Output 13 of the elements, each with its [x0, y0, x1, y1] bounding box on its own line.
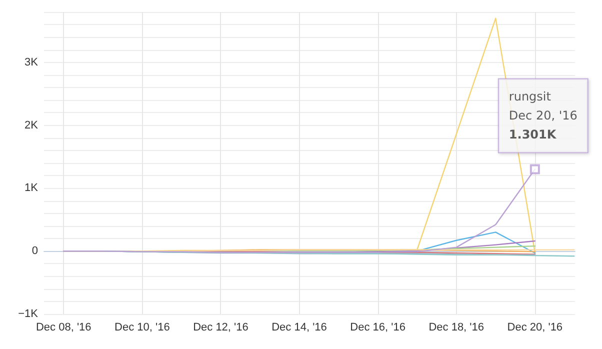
y-tick-label: 2K — [24, 119, 39, 132]
y-tick-label: 1K — [24, 182, 39, 194]
x-tick-label: Dec 20, '16 — [507, 322, 563, 334]
x-tick-label: Dec 18, '16 — [428, 322, 484, 334]
x-tick-label: Dec 12, '16 — [193, 322, 248, 334]
annotation: rungsit Dec 20, '16 1.301K — [508, 90, 578, 142]
x-tick-label: Dec 08, '16 — [36, 322, 92, 334]
x-tick-label: Dec 14, '16 — [272, 322, 327, 334]
y-tick-label: −1K — [18, 308, 39, 320]
y-tick-label: 3K — [24, 56, 39, 68]
y-tick-label: 0 — [32, 245, 38, 258]
x-tick-label: Dec 16, '16 — [350, 322, 406, 334]
x-tick-label: Dec 10, '16 — [114, 322, 170, 334]
